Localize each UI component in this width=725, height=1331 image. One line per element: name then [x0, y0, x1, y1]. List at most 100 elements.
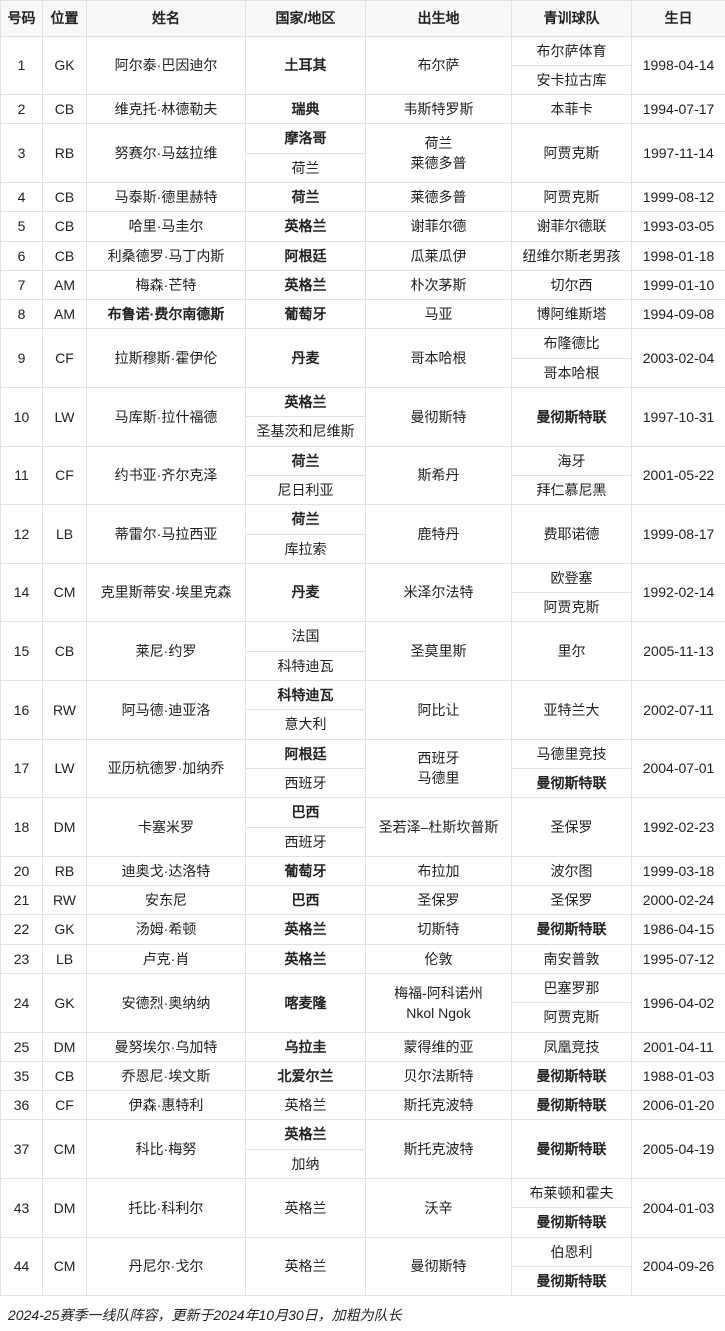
- position-cell: CM: [43, 1120, 87, 1179]
- youth-club-cell: 曼彻斯特联: [512, 1266, 632, 1295]
- youth-club-cell: 谢菲尔德联: [512, 212, 632, 241]
- birthday-cell: 1997-10-31: [632, 388, 725, 447]
- birthday-cell: 2005-11-13: [632, 622, 725, 681]
- name-cell: 蒂雷尔·马拉西亚: [87, 505, 246, 564]
- position-cell: DM: [43, 1179, 87, 1238]
- player-number-cell: 1: [1, 36, 43, 95]
- name-cell: 努赛尔·马兹拉维: [87, 124, 246, 183]
- position-cell: LW: [43, 388, 87, 447]
- youth-club-cell: 曼彻斯特联: [512, 1061, 632, 1090]
- header-number: 号码: [1, 1, 43, 37]
- country-cell: 葡萄牙: [246, 300, 366, 329]
- youth-club-cell: 曼彻斯特联: [512, 1091, 632, 1120]
- name-cell: 哈里·马圭尔: [87, 212, 246, 241]
- name-cell: 安德烈·奥纳纳: [87, 974, 246, 1033]
- country-cell: 乌拉圭: [246, 1032, 366, 1061]
- youth-club-cell: 圣保罗: [512, 886, 632, 915]
- name-cell: 莱尼·约罗: [87, 622, 246, 681]
- birthday-cell: 1997-11-14: [632, 124, 725, 183]
- player-number-cell: 24: [1, 974, 43, 1033]
- country-cell: 阿根廷: [246, 241, 366, 270]
- country-cell: 英格兰: [246, 944, 366, 973]
- birthday-cell: 1999-08-12: [632, 182, 725, 211]
- youth-club-cell: 纽维尔斯老男孩: [512, 241, 632, 270]
- player-number-cell: 15: [1, 622, 43, 681]
- player-number-cell: 2: [1, 95, 43, 124]
- name-cell: 科比·梅努: [87, 1120, 246, 1179]
- player-number-cell: 37: [1, 1120, 43, 1179]
- country-cell: 荷兰: [246, 505, 366, 534]
- birthday-cell: 1996-04-02: [632, 974, 725, 1033]
- birthplace-cell: 贝尔法斯特: [366, 1061, 512, 1090]
- country-cell: 西班牙: [246, 827, 366, 856]
- name-cell: 马库斯·拉什福德: [87, 388, 246, 447]
- birthday-cell: 2004-01-03: [632, 1179, 725, 1238]
- position-cell: CF: [43, 329, 87, 388]
- position-cell: CM: [43, 1237, 87, 1296]
- country-cell: 巴西: [246, 798, 366, 827]
- birthday-cell: 1998-04-14: [632, 36, 725, 95]
- youth-club-cell: 阿贾克斯: [512, 124, 632, 183]
- birthplace-cell: 荷兰莱德多普: [366, 124, 512, 183]
- birthday-cell: 2006-01-20: [632, 1091, 725, 1120]
- birthplace-cell: 斯希丹: [366, 446, 512, 505]
- name-cell: 曼努埃尔·乌加特: [87, 1032, 246, 1061]
- country-cell: 北爱尔兰: [246, 1061, 366, 1090]
- birthplace-cell: 西班牙马德里: [366, 739, 512, 798]
- position-cell: CB: [43, 212, 87, 241]
- birthplace-cell: 曼彻斯特: [366, 388, 512, 447]
- youth-club-cell: 布隆德比: [512, 329, 632, 358]
- header-name: 姓名: [87, 1, 246, 37]
- position-cell: DM: [43, 798, 87, 857]
- position-cell: DM: [43, 1032, 87, 1061]
- youth-club-cell: 伯恩利: [512, 1237, 632, 1266]
- birthday-cell: 1993-03-05: [632, 212, 725, 241]
- country-cell: 葡萄牙: [246, 856, 366, 885]
- birthday-cell: 1998-01-18: [632, 241, 725, 270]
- position-cell: GK: [43, 974, 87, 1033]
- birthplace-cell: 圣若泽–杜斯坎普斯: [366, 798, 512, 857]
- country-cell: 科特迪瓦: [246, 681, 366, 710]
- name-cell: 阿马德·迪亚洛: [87, 681, 246, 740]
- birthday-cell: 2003-02-04: [632, 329, 725, 388]
- birthday-cell: 1999-01-10: [632, 270, 725, 299]
- birthplace-cell: 韦斯特罗斯: [366, 95, 512, 124]
- position-cell: RW: [43, 886, 87, 915]
- youth-club-cell: 凤凰竞技: [512, 1032, 632, 1061]
- position-cell: CB: [43, 241, 87, 270]
- youth-club-cell: 切尔西: [512, 270, 632, 299]
- birthplace-cell: 布尔萨: [366, 36, 512, 95]
- position-cell: CF: [43, 446, 87, 505]
- name-cell: 卡塞米罗: [87, 798, 246, 857]
- country-cell: 丹麦: [246, 563, 366, 622]
- country-cell: 意大利: [246, 710, 366, 739]
- table-footnote: 2024-25赛季一线队阵容，更新于2024年10月30日，加粗为队长: [0, 1296, 725, 1331]
- position-cell: LW: [43, 739, 87, 798]
- position-cell: AM: [43, 270, 87, 299]
- birthplace-cell: 蒙得维的亚: [366, 1032, 512, 1061]
- player-number-cell: 22: [1, 915, 43, 944]
- birthday-cell: 2004-07-01: [632, 739, 725, 798]
- player-number-cell: 14: [1, 563, 43, 622]
- player-number-cell: 10: [1, 388, 43, 447]
- name-cell: 迪奥戈·达洛特: [87, 856, 246, 885]
- birthplace-cell: 马亚: [366, 300, 512, 329]
